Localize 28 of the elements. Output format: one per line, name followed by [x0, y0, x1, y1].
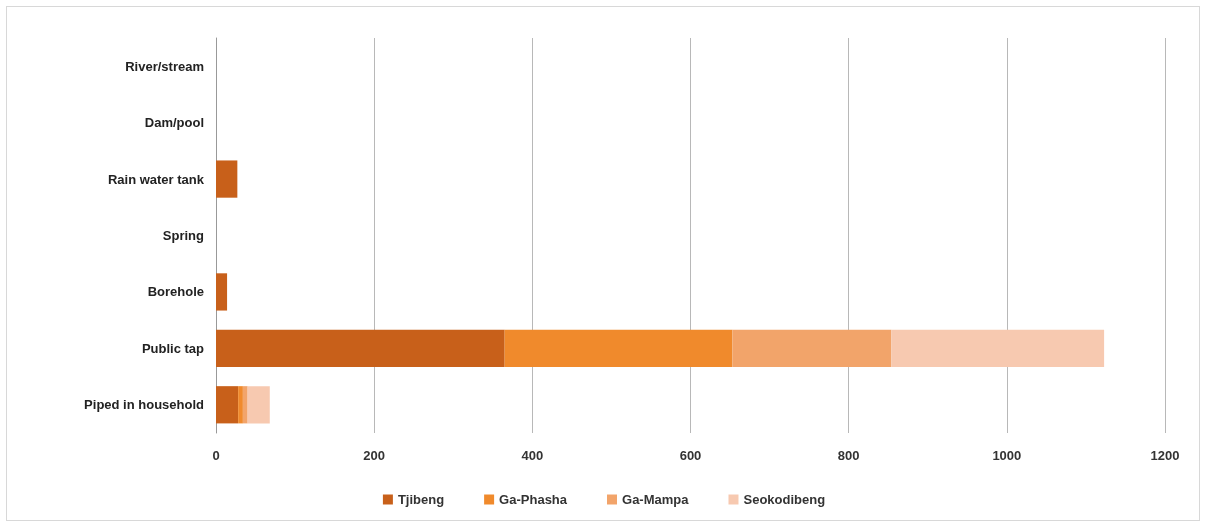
bar — [216, 329, 505, 367]
legend-label: Ga-Mampa — [622, 492, 690, 507]
y-tick-label: River/stream — [125, 58, 204, 74]
bar — [247, 386, 270, 424]
x-tick-label: 1000 — [992, 448, 1022, 463]
legend-label: Ga-Phasha — [499, 492, 568, 507]
y-tick-label: Borehole — [147, 284, 204, 300]
x-tick-label: 0 — [212, 448, 220, 463]
x-tick-label: 400 — [521, 448, 544, 463]
legend-label: Seokodibeng — [743, 492, 826, 507]
x-tick-label: 200 — [363, 448, 386, 463]
y-tick-label: Spring — [162, 228, 205, 243]
y-tick-label: Piped in household — [84, 397, 205, 413]
bar — [216, 160, 238, 198]
bar — [504, 329, 733, 367]
bar — [891, 329, 1105, 367]
x-tick-label: 600 — [679, 448, 702, 463]
bar — [216, 386, 239, 424]
x-tick-label: 1200 — [1150, 448, 1180, 463]
legend-label: Tjibeng — [397, 492, 445, 507]
bar — [238, 386, 243, 424]
bar — [242, 386, 248, 424]
y-tick-label: Public tap — [141, 340, 205, 356]
y-tick-label: Dam/pool — [144, 115, 204, 131]
bar — [732, 329, 892, 367]
x-tick-label: 800 — [837, 448, 860, 463]
bar — [216, 273, 228, 311]
y-tick-label: Rain water tank — [107, 171, 205, 187]
